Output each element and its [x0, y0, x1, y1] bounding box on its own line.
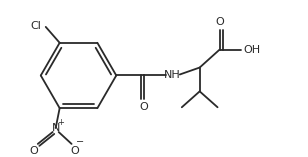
- Text: +: +: [57, 118, 64, 127]
- Text: OH: OH: [244, 45, 261, 55]
- Text: N: N: [51, 123, 60, 133]
- Text: O: O: [215, 17, 224, 27]
- Text: O: O: [30, 146, 38, 156]
- Text: O: O: [70, 146, 79, 156]
- Text: −: −: [76, 137, 85, 147]
- Text: NH: NH: [164, 70, 180, 81]
- Text: O: O: [140, 102, 148, 112]
- Text: Cl: Cl: [30, 21, 41, 31]
